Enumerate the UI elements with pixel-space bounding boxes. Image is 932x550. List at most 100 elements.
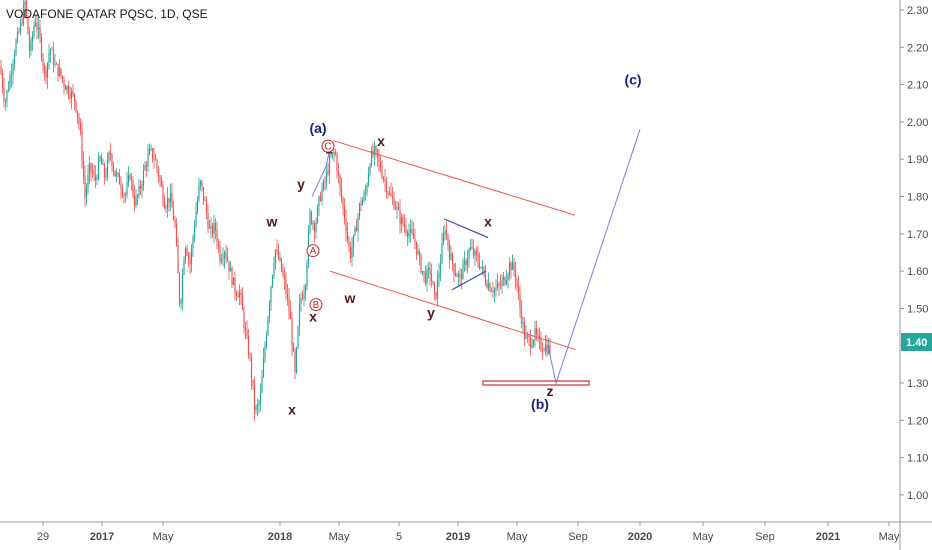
candle-body bbox=[481, 266, 484, 268]
candle-body bbox=[180, 300, 182, 304]
candle-body bbox=[0, 65, 2, 74]
candle-body bbox=[228, 261, 230, 272]
candle-body bbox=[111, 155, 113, 167]
candle-body bbox=[52, 49, 55, 65]
candle-body bbox=[363, 194, 365, 201]
candle-body bbox=[36, 23, 38, 30]
candle-body bbox=[10, 74, 13, 77]
candle-body bbox=[171, 193, 173, 208]
y-tick-label: 1.80 bbox=[907, 192, 928, 204]
candle-body bbox=[168, 198, 170, 203]
candle-body bbox=[348, 238, 350, 248]
candle-body bbox=[67, 85, 70, 95]
x-tick-label: 2019 bbox=[446, 531, 470, 543]
candle-body bbox=[306, 262, 308, 286]
candle-body bbox=[252, 379, 254, 387]
wave-label: z bbox=[547, 383, 554, 399]
candle-body bbox=[226, 256, 229, 262]
candle-body bbox=[225, 252, 227, 257]
candle-body bbox=[48, 53, 50, 63]
candle-body bbox=[73, 93, 76, 101]
candle-body bbox=[300, 298, 302, 304]
candle-body bbox=[316, 206, 319, 223]
candle-body bbox=[283, 275, 286, 281]
candle-body bbox=[22, 5, 25, 24]
candle-body bbox=[474, 250, 476, 256]
candle-body bbox=[279, 258, 281, 260]
price-axis[interactable]: 2.30 2.20 2.10 2.00 1.90 1.80 1.70 1.60 1.50 1.40… bbox=[900, 5, 928, 502]
candle-body bbox=[199, 180, 202, 186]
candle-body bbox=[285, 280, 287, 294]
candle-body bbox=[451, 253, 454, 265]
candle-body bbox=[367, 173, 370, 186]
candle-body bbox=[6, 90, 8, 102]
candle-body bbox=[322, 180, 325, 190]
y-tick-label: 2.00 bbox=[907, 117, 928, 129]
candle-body bbox=[57, 63, 59, 76]
candle-body bbox=[43, 65, 46, 71]
x-tick-label: Sep bbox=[755, 531, 775, 543]
candle-body bbox=[357, 216, 359, 232]
candle-body bbox=[303, 293, 305, 299]
candle-body bbox=[165, 207, 167, 209]
candle-body bbox=[246, 330, 248, 337]
candle-body bbox=[234, 277, 236, 294]
candle-body bbox=[405, 226, 407, 233]
candle-body bbox=[1, 73, 4, 88]
candle-body bbox=[411, 228, 413, 233]
candle-body bbox=[387, 192, 389, 194]
candle-body bbox=[406, 232, 409, 237]
candle-body bbox=[277, 250, 280, 260]
candle-body bbox=[439, 263, 442, 274]
candle-body bbox=[541, 349, 544, 351]
time-axis[interactable]: 29 2017 May 2018 May 5 2019 May Sep 2020 May Sep 202… bbox=[37, 522, 900, 543]
candle-body bbox=[183, 260, 185, 275]
candle-body bbox=[64, 85, 67, 91]
candle-body bbox=[132, 180, 134, 195]
candle-body bbox=[438, 273, 440, 279]
candle-body bbox=[133, 194, 136, 206]
candle-body bbox=[525, 335, 527, 339]
candle-body bbox=[433, 284, 436, 293]
y-tick-label: 2.20 bbox=[907, 42, 928, 54]
candle-body bbox=[69, 94, 71, 99]
wave-label: (b) bbox=[531, 396, 549, 412]
candle-body bbox=[15, 41, 17, 55]
candle-body bbox=[97, 159, 100, 179]
candle-body bbox=[166, 198, 169, 208]
candle-body bbox=[129, 175, 131, 180]
candle-body bbox=[466, 259, 469, 266]
candle-body bbox=[222, 258, 224, 260]
candle-body bbox=[436, 278, 439, 299]
candle-body bbox=[424, 273, 427, 284]
x-tick-label: May bbox=[329, 531, 350, 543]
candle-body bbox=[523, 322, 526, 339]
candle-body bbox=[537, 334, 539, 336]
wave-label: x bbox=[484, 213, 492, 229]
candle-body bbox=[196, 200, 199, 212]
candle-body bbox=[147, 154, 149, 167]
candle-body bbox=[190, 247, 193, 265]
candle-body bbox=[45, 70, 47, 78]
candle-body bbox=[186, 248, 188, 256]
candle-body bbox=[208, 228, 211, 229]
wave-label: y bbox=[427, 305, 435, 321]
wave-label: x bbox=[377, 133, 385, 149]
candle-body bbox=[471, 247, 473, 249]
candle-body bbox=[202, 187, 205, 201]
candle-body bbox=[156, 159, 158, 169]
candle-body bbox=[454, 273, 457, 276]
candle-body bbox=[331, 152, 334, 156]
candle-body bbox=[135, 197, 137, 206]
candle-body bbox=[237, 295, 239, 298]
candle-body bbox=[319, 196, 322, 201]
candle-body bbox=[112, 166, 115, 171]
candle-body bbox=[82, 161, 85, 177]
candle-body bbox=[384, 179, 386, 182]
candle-body bbox=[538, 335, 541, 339]
candle-body bbox=[382, 177, 385, 180]
candle-body bbox=[522, 322, 524, 324]
channel-lower-line bbox=[329, 270, 576, 350]
candle-body bbox=[516, 278, 518, 287]
last-price-label: 1.40 bbox=[906, 337, 927, 349]
